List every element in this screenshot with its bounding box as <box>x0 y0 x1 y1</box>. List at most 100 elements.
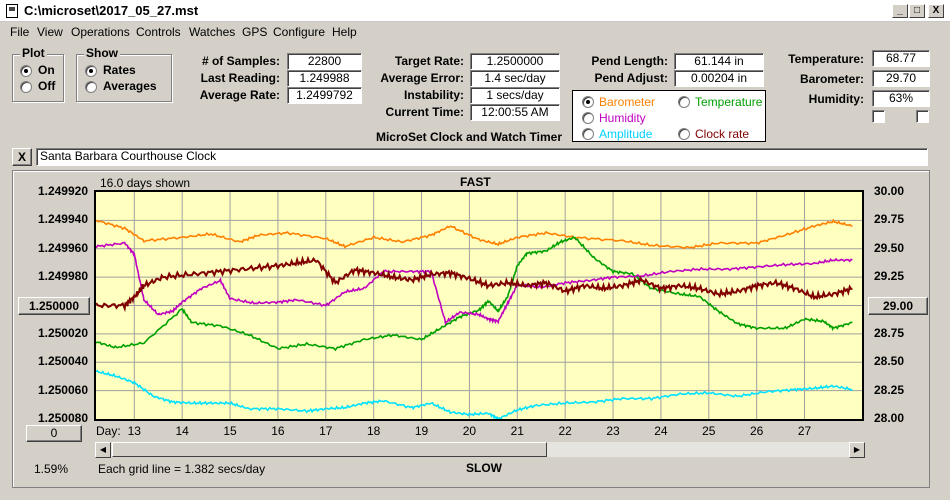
x-axis-tick: 19 <box>414 424 429 438</box>
plot-svg <box>96 192 862 419</box>
menu-file[interactable]: File <box>10 25 30 39</box>
x-axis-tick: 22 <box>558 424 572 438</box>
days-shown-label: 16.0 days shown <box>100 176 191 190</box>
plot-off-label: Off <box>38 79 56 93</box>
minimize-button[interactable]: _ <box>892 4 908 18</box>
target-rate-label: Target Rate: <box>394 54 464 68</box>
clock-close-button[interactable]: X <box>12 148 32 166</box>
left-axis-tick: 1.249920 <box>37 184 88 198</box>
menu-view[interactable]: View <box>37 25 63 39</box>
plot-on-radio[interactable] <box>20 65 32 77</box>
samples-label: # of Samples: <box>201 54 280 68</box>
average-rate-label: Average Rate: <box>199 88 280 102</box>
right-axis-tick: 28.50 <box>874 354 905 369</box>
series-line-0 <box>96 218 853 250</box>
clock-name-field[interactable]: Santa Barbara Courthouse Clock <box>36 148 928 166</box>
left-axis-tick: 1.249960 <box>37 240 88 255</box>
humidity-checkbox-right[interactable] <box>916 110 929 123</box>
title-bar: C:\microset\2017_05_27.mst _ □ X <box>0 0 950 22</box>
plot-area <box>94 190 864 421</box>
x-axis-tick: 23 <box>606 424 620 438</box>
left-axis-tick: 1.250080 <box>37 411 88 425</box>
show-group <box>76 54 172 102</box>
x-axis-tick: 26 <box>749 424 764 438</box>
x-axis-tick: 18 <box>366 424 381 438</box>
menu-gps[interactable]: GPS <box>242 25 268 39</box>
pend-adjust-field: 0.00204 in <box>674 70 764 87</box>
center-left-button[interactable]: 1.250000 <box>18 297 90 315</box>
x-axis-tick: 21 <box>510 424 524 438</box>
sensor-select-box <box>572 90 766 142</box>
last-reading-field: 1.249988 <box>287 70 362 87</box>
percent-label: 1.59% <box>34 462 69 476</box>
barometer-label: Barometer: <box>799 72 864 86</box>
chart-frame <box>12 170 930 488</box>
sensor-clockrate-radio[interactable] <box>678 128 690 140</box>
x-axis-tick: 14 <box>175 424 189 438</box>
instability-label: Instability: <box>403 88 464 102</box>
x-axis-tick: 24 <box>654 424 668 438</box>
average-error-label: Average Error: <box>380 71 464 85</box>
instability-field: 1 secs/day <box>470 87 560 104</box>
current-time-label: Current Time: <box>385 105 464 119</box>
sensor-humidity-label: Humidity <box>599 111 646 125</box>
x-axis-tick: 15 <box>223 424 237 438</box>
right-axis-tick: 29.50 <box>874 240 905 255</box>
center-right-button[interactable]: 29.00 <box>868 297 928 315</box>
maximize-button[interactable]: □ <box>909 4 925 18</box>
sensor-barometer-label: Barometer <box>599 95 656 109</box>
scroll-left-button[interactable]: ◀ <box>95 442 111 458</box>
average-rate-field: 1.2499792 <box>287 87 362 104</box>
show-averages-radio[interactable] <box>85 81 97 93</box>
menu-watches[interactable]: Watches <box>189 25 236 39</box>
app-icon[interactable] <box>6 4 18 18</box>
sensor-barometer-radio[interactable] <box>582 96 594 108</box>
menu-operations[interactable]: Operations <box>71 25 130 39</box>
target-rate-field[interactable]: 1.2500000 <box>470 53 560 70</box>
x-axis-tick: 17 <box>319 424 333 438</box>
series-line-2 <box>96 241 853 326</box>
right-axis-tick: 28.75 <box>874 325 905 340</box>
left-axis-tick: 1.250040 <box>37 354 88 369</box>
scroll-right-button[interactable]: ▶ <box>849 442 865 458</box>
right-axis-tick: 28.25 <box>874 382 905 397</box>
scroll-thumb[interactable] <box>112 442 547 457</box>
show-rates-radio[interactable] <box>85 65 97 77</box>
fast-label: FAST <box>460 175 491 189</box>
plot-on-label: On <box>38 63 55 77</box>
plot-off-radio[interactable] <box>20 81 32 93</box>
plot-group-label: Plot <box>20 46 47 60</box>
menu-controls[interactable]: Controls <box>136 25 181 39</box>
series-line-3 <box>96 369 853 419</box>
left-axis-tick: 1.250020 <box>37 325 88 340</box>
close-button[interactable]: X <box>928 4 944 18</box>
show-group-label: Show <box>84 46 120 60</box>
x-axis-tick: 13 <box>127 424 141 438</box>
sensor-amplitude-radio[interactable] <box>582 128 594 140</box>
grid-note: Each grid line = 1.382 secs/day <box>98 462 266 476</box>
menu-configure[interactable]: Configure <box>273 25 326 39</box>
pend-length-label: Pend Length: <box>591 54 668 68</box>
sensor-temperature-radio[interactable] <box>678 96 690 108</box>
x-axis-tick: 16 <box>271 424 285 438</box>
day-label: Day: <box>96 424 121 438</box>
menu-help[interactable]: Help <box>332 25 357 39</box>
humidity-checkbox-left[interactable] <box>872 110 885 123</box>
sensor-amplitude-label: Amplitude <box>599 127 653 141</box>
right-axis-tick: 29.75 <box>874 212 905 227</box>
x-axis-tick: 20 <box>462 424 477 438</box>
window-title: C:\microset\2017_05_27.mst <box>24 3 199 18</box>
pend-length-field[interactable]: 61.144 in <box>674 53 764 70</box>
left-axis-tick: 1.249980 <box>37 269 88 284</box>
humidity-field: 63% <box>872 90 930 107</box>
humidity-label: Humidity: <box>808 92 864 106</box>
plot-group <box>12 54 64 102</box>
show-rates-label: Rates <box>103 63 136 77</box>
sensor-humidity-radio[interactable] <box>582 112 594 124</box>
zero-button[interactable]: 0 <box>26 425 82 442</box>
right-axis-tick: 29.25 <box>874 269 905 284</box>
left-axis-tick: 1.250060 <box>37 382 88 397</box>
horizontal-scrollbar[interactable]: ◀ ▶ <box>94 441 866 458</box>
x-axis-tick: 25 <box>702 424 716 438</box>
average-error-field: 1.4 sec/day <box>470 70 560 87</box>
